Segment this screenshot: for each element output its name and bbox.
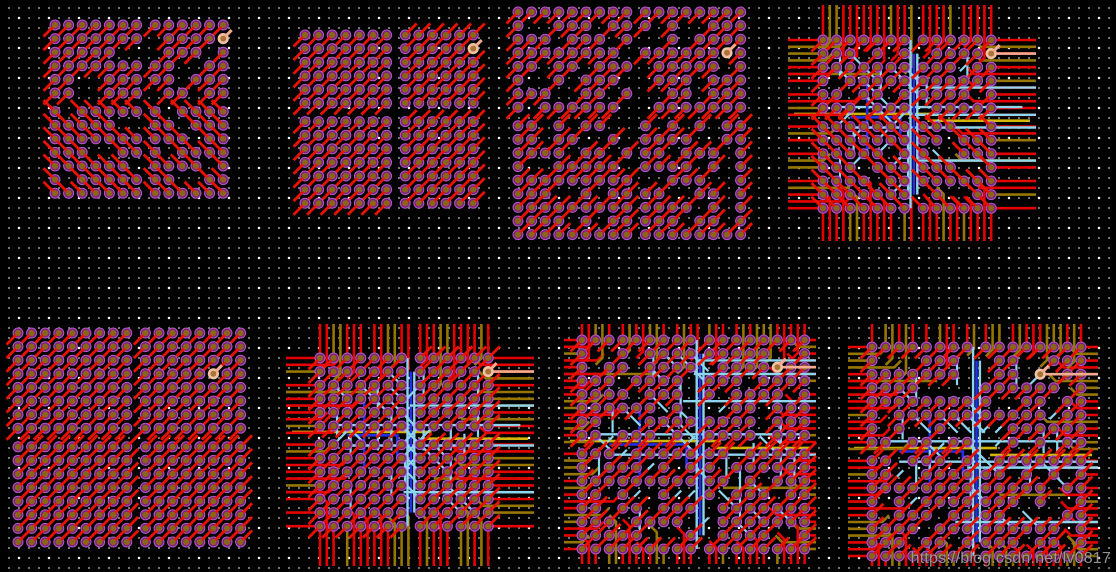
bga-panel-5-highlighted-via[interactable]	[207, 364, 223, 380]
bga-panel-5[interactable]	[5, 327, 254, 548]
bga-panel-2[interactable]	[292, 22, 486, 216]
bga-panel-1-highlighted-via[interactable]	[217, 29, 233, 45]
bga-panel-6-highlighted-via[interactable]	[482, 362, 534, 378]
bga-panel-7[interactable]	[564, 324, 818, 564]
bga-panel-1-pads[interactable]	[42, 19, 229, 199]
bga-panel-8-pads[interactable]	[859, 341, 1094, 562]
bga-panel-4-pads[interactable]	[810, 34, 997, 214]
bga-panel-7-highlighted-via[interactable]	[771, 357, 816, 373]
bga-panel-8-highlighted-via[interactable]	[1034, 364, 1098, 380]
bga-panel-8[interactable]	[848, 324, 1098, 566]
bga-panel-5-pads[interactable]	[5, 327, 254, 548]
bga-panel-2-highlighted-via[interactable]	[467, 39, 483, 55]
bga-panel-2-pads[interactable]	[292, 22, 486, 216]
bga-panel-4-highlighted-via[interactable]	[985, 44, 1036, 60]
bga-panel-7-pads[interactable]	[569, 334, 818, 555]
bga-panel-6-pads[interactable]	[307, 345, 501, 539]
bga-panel-3-highlighted-via[interactable]	[721, 43, 737, 59]
bga-panel-1[interactable]	[42, 19, 233, 199]
bga-panel-4[interactable]	[788, 5, 1036, 241]
bga-panel-3-pads[interactable]	[505, 6, 754, 241]
watermark: https://blog.csdn.net/lv0817	[910, 550, 1111, 567]
bga-panel-6[interactable]	[286, 324, 534, 566]
bga-panel-3[interactable]	[505, 6, 754, 241]
